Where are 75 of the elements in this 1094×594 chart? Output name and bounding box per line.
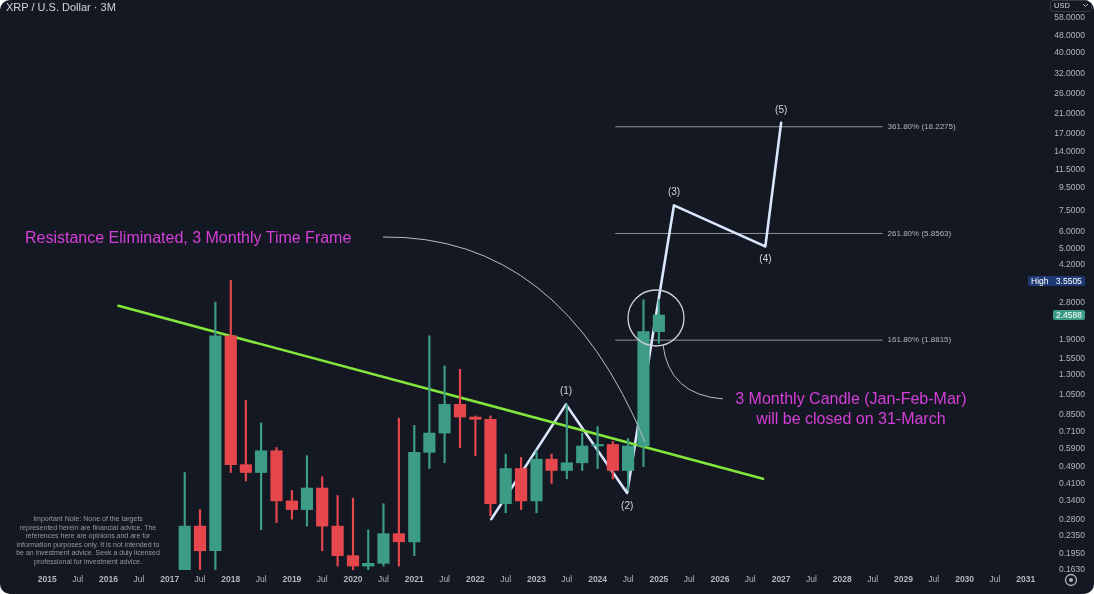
x-tick-label: 2029 xyxy=(894,574,914,585)
x-tick-label: Jul xyxy=(622,574,634,585)
x-tick-label: 2027 xyxy=(771,574,791,585)
y-tick-label: 0.4900 xyxy=(1059,460,1086,471)
x-tick-label: Jul xyxy=(255,574,267,585)
y-tick-label: 11.5000 xyxy=(1054,164,1086,175)
x-tick-label: Jul xyxy=(439,574,451,585)
y-tick-label: 0.2800 xyxy=(1059,513,1086,524)
x-tick-label: Jul xyxy=(683,574,695,585)
y-tick-label: 32.0000 xyxy=(1054,68,1086,79)
x-tick-label: Jul xyxy=(500,574,512,585)
x-tick-label: Jul xyxy=(989,574,1001,585)
ref-line-label: 161.80% (1.8815) xyxy=(887,335,952,345)
y-tick-label: 1.5500 xyxy=(1059,352,1086,363)
chart-title: XRP / U.S. Dollar · 3M xyxy=(6,1,116,14)
y-tick-label: 0.3400 xyxy=(1059,495,1086,506)
text: High 3.5505 xyxy=(1028,276,1085,286)
x-tick-label: Jul xyxy=(133,574,145,585)
x-tick-label: Jul xyxy=(561,574,573,585)
x-tick-label: Jul xyxy=(378,574,390,585)
text: 2.4588 xyxy=(1053,310,1085,320)
y-tick-label: 1.0500 xyxy=(1059,389,1086,400)
x-tick-label: Jul xyxy=(928,574,940,585)
x-tick-label: 2024 xyxy=(588,574,608,585)
y-tick-label: 1.3000 xyxy=(1059,369,1086,380)
y-tick-label: 0.7100 xyxy=(1059,426,1086,437)
x-tick-label: 2021 xyxy=(404,574,424,585)
y-tick-label: 0.1630 xyxy=(1059,564,1086,575)
x-tick-label: Jul xyxy=(867,574,879,585)
x-tick-label: Jul xyxy=(805,574,817,585)
x-tick-label: Jul xyxy=(316,574,328,585)
y-tick-label: 17.0000 xyxy=(1054,127,1086,138)
x-tick-label: 2023 xyxy=(527,574,547,585)
x-tick-label: 2022 xyxy=(465,574,486,585)
y-tick-label: 2.8000 xyxy=(1059,297,1086,308)
y-tick-label: 26.0000 xyxy=(1054,87,1086,98)
x-tick-label: 2016 xyxy=(98,574,119,585)
y-tick-label: 7.5000 xyxy=(1059,204,1086,215)
x-tick-label: Jul xyxy=(744,574,756,585)
x-tick-label: 2031 xyxy=(1016,574,1036,585)
x-tick-label: 2028 xyxy=(832,574,852,585)
y-tick-label: 21.0000 xyxy=(1054,107,1086,118)
annotation: (4) xyxy=(759,253,772,266)
x-tick-label: 2018 xyxy=(221,574,241,585)
x-tick-label: 2020 xyxy=(343,574,363,585)
y-tick-label: 40.0000 xyxy=(1054,47,1086,58)
x-tick-label: 2015 xyxy=(37,574,58,585)
annotation: (5) xyxy=(775,103,788,116)
annotation: 3 Monthly Candle (Jan-Feb-Mar) will be closed on 31-March xyxy=(734,389,968,430)
ref-line-label: 261.80% (5.8563) xyxy=(887,228,952,238)
x-tick-label: 2025 xyxy=(649,574,669,585)
x-tick-label: Jul xyxy=(194,574,206,585)
x-tick-label: 2019 xyxy=(282,574,302,585)
ref-line-label: 361.80% (18.2275) xyxy=(887,121,956,131)
y-tick-label: 58.0000 xyxy=(1054,12,1086,23)
annotation: (3) xyxy=(667,186,681,199)
y-tick-label: 0.1950 xyxy=(1059,547,1086,558)
annotation: (1) xyxy=(559,385,573,398)
x-tick-label: Jul xyxy=(72,574,84,585)
y-tick-label: 0.2350 xyxy=(1059,529,1086,540)
y-tick-label: 4.2000 xyxy=(1059,259,1086,270)
x-tick-label: 2030 xyxy=(955,574,975,585)
annotation: Resistance Eliminated, 3 Monthly Time Frame xyxy=(25,229,352,248)
y-tick-label: 0.4100 xyxy=(1059,477,1086,488)
y-tick-label: 48.0000 xyxy=(1054,30,1086,41)
y-tick-label: 9.5000 xyxy=(1059,182,1086,193)
y-tick-label: 14.0000 xyxy=(1054,145,1086,156)
y-tick-label: 1.9000 xyxy=(1059,333,1086,344)
y-tick-label: 0.8500 xyxy=(1059,409,1086,420)
y-tick-label: 0.5900 xyxy=(1059,443,1086,454)
x-tick-label: 2026 xyxy=(710,574,730,585)
y-tick-label: 5.0000 xyxy=(1059,242,1086,253)
x-tick-label: 2017 xyxy=(160,574,180,585)
annotation: (2) xyxy=(621,499,634,512)
y-tick-label: 6.0000 xyxy=(1059,225,1086,236)
